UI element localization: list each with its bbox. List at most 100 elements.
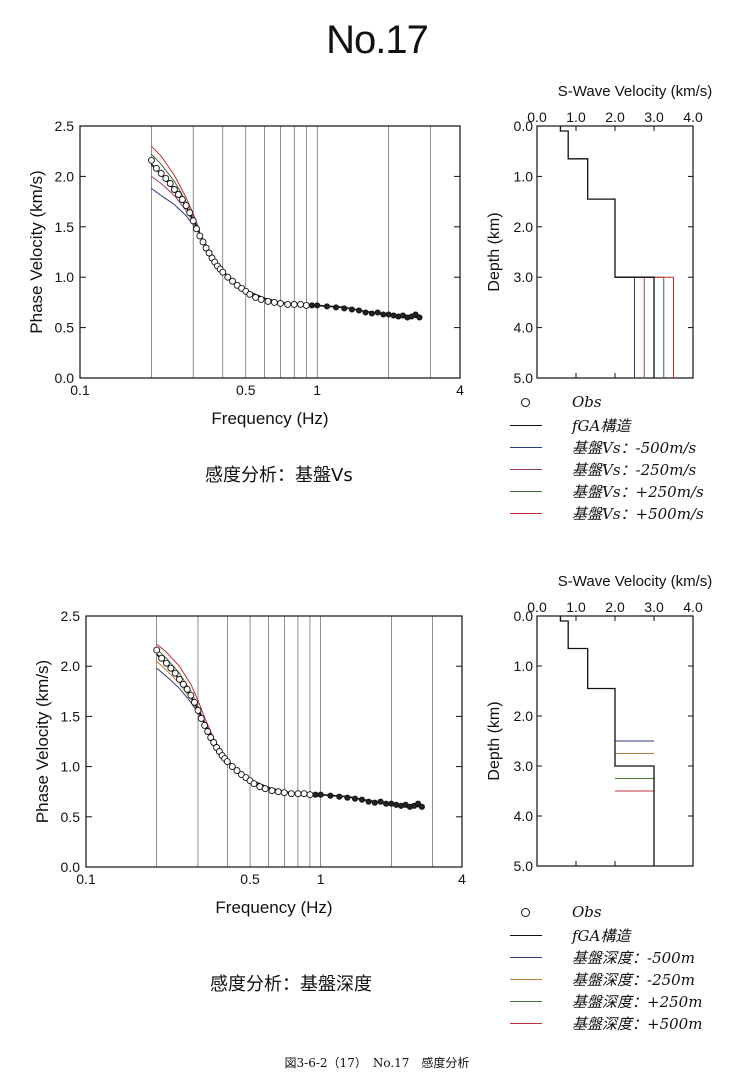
legend-label: 基盤Vs：+250m/s xyxy=(572,483,704,501)
obs-point xyxy=(348,306,355,313)
obs-point xyxy=(257,295,265,303)
figure-caption: 図3-6-2（17） No.17 感度分析 xyxy=(284,1056,470,1070)
legend-item-minus500: 基盤Vs：-500m/s xyxy=(510,436,750,458)
legend-line xyxy=(510,491,542,492)
legend-item-plus500: 基盤深度：+500m xyxy=(510,1012,750,1034)
obs-point xyxy=(306,791,314,799)
obs-point xyxy=(199,238,207,246)
obs-point xyxy=(175,675,183,683)
x-tick-label: 1.0 xyxy=(566,109,586,125)
obs-point xyxy=(174,191,182,198)
legend-label: 基盤Vs：-250m/s xyxy=(572,461,697,479)
obs-point xyxy=(224,273,232,281)
y-tick-label: 0.0 xyxy=(514,118,534,134)
x-tick-label: 0.1 xyxy=(76,871,96,887)
y-tick-label: 2.0 xyxy=(514,708,534,724)
obs-point xyxy=(368,310,375,317)
obs-point xyxy=(268,787,276,795)
obs-point xyxy=(170,186,178,193)
legend-item-minus500: 基盤深度：-500m xyxy=(510,946,750,968)
bedrock-vs-variant xyxy=(615,276,665,378)
legend-line xyxy=(510,1023,542,1024)
obs-marker-icon xyxy=(521,398,530,407)
obs-point xyxy=(344,794,351,801)
obs-point xyxy=(314,302,321,309)
obs-point xyxy=(274,788,282,796)
fga-curve xyxy=(150,163,420,319)
obs-point xyxy=(371,799,378,806)
obs-point xyxy=(300,790,308,798)
obs-point xyxy=(270,298,278,306)
obs-point xyxy=(365,798,372,805)
obs-point xyxy=(182,202,190,210)
x-tick-label: 4.0 xyxy=(683,599,703,615)
legend-item-obs: Obs xyxy=(510,392,750,414)
x-tick-label: 0.5 xyxy=(236,382,256,398)
obs-point xyxy=(308,302,315,309)
profile-vs-plot xyxy=(536,125,694,379)
y-tick-label: 1.0 xyxy=(514,658,534,674)
obs-point xyxy=(341,305,348,312)
obs-point xyxy=(152,164,160,172)
obs-point xyxy=(191,698,198,706)
obs-point xyxy=(210,739,218,746)
dispersion-depth-plot xyxy=(85,615,463,868)
obs-point xyxy=(233,767,241,775)
obs-point xyxy=(197,714,205,722)
obs-point xyxy=(277,299,284,307)
obs-point xyxy=(317,791,324,798)
y-tick-label: 0.0 xyxy=(514,608,534,624)
y-tick-label: 1.0 xyxy=(514,168,534,184)
legend-line xyxy=(510,469,542,470)
x-tick-label: 4.0 xyxy=(683,109,703,125)
obs-point xyxy=(393,801,400,808)
legend-label: 基盤Vs：-500m/s xyxy=(572,439,697,457)
y-tick-label: 2.0 xyxy=(55,168,75,184)
obs-point xyxy=(178,196,186,204)
obs-marker-icon xyxy=(521,908,530,917)
legend-label: 基盤Vs：+500m/s xyxy=(572,505,704,523)
y-axis-label: Phase Velocity (km/s) xyxy=(27,170,46,333)
obs-point xyxy=(385,311,392,318)
obs-point xyxy=(294,790,302,798)
legend-line xyxy=(510,1001,542,1002)
obs-point xyxy=(167,664,175,672)
x-tick-label: 0.5 xyxy=(240,871,260,887)
obs-point xyxy=(189,217,197,225)
obs-point xyxy=(166,180,174,187)
obs-point xyxy=(261,785,269,793)
obs-point xyxy=(183,685,191,693)
legend-label: 基盤深度：+500m xyxy=(572,1015,703,1033)
obs-point xyxy=(223,758,231,766)
obs-point xyxy=(171,669,179,677)
obs-point xyxy=(374,309,381,316)
x-tick-label: 1.0 xyxy=(566,599,586,615)
y-tick-label: 5.0 xyxy=(514,858,534,874)
legend-label: Obs xyxy=(572,903,602,921)
legend-vs-sensitivity: Obs fGA構造 基盤Vs：-500m/s 基盤Vs：-250m/s 基盤Vs… xyxy=(510,392,750,524)
x-tick-label: 3.0 xyxy=(644,599,664,615)
fga-curve xyxy=(156,653,422,808)
y-tick-label: 0.0 xyxy=(55,370,75,386)
legend-line xyxy=(510,935,542,936)
legend-line xyxy=(510,957,542,958)
dispersion-vs-plot xyxy=(79,125,461,379)
obs-point xyxy=(377,798,384,805)
y-tick-label: 3.0 xyxy=(514,758,534,774)
legend-label: 基盤深度：-500m xyxy=(572,949,695,967)
obs-point xyxy=(297,300,304,308)
y-tick-label: 1.0 xyxy=(55,269,75,285)
obs-point xyxy=(179,680,187,688)
y-tick-label: 2.5 xyxy=(55,118,75,134)
y-tick-label: 0.5 xyxy=(61,809,81,825)
legend-label: fGA構造 xyxy=(572,417,631,435)
x-tick-label: 1 xyxy=(317,871,325,887)
y-tick-label: 1.5 xyxy=(55,219,75,235)
obs-point xyxy=(383,800,390,807)
x-tick-label: 4 xyxy=(458,871,466,887)
plot-frame xyxy=(85,615,463,868)
obs-point xyxy=(228,763,236,771)
plot-frame xyxy=(79,125,461,379)
caption-vs-sensitivity: 感度分析：基盤Vs xyxy=(205,465,353,486)
